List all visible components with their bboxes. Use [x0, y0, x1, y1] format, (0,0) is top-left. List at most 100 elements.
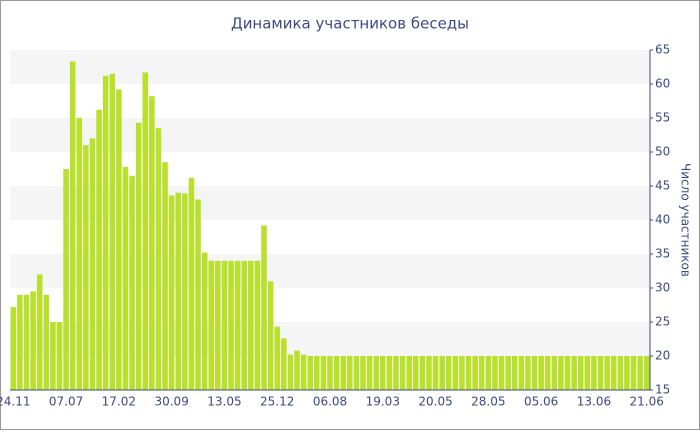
- bar: [281, 338, 287, 390]
- bar: [380, 356, 386, 390]
- bar: [637, 356, 643, 390]
- bar: [406, 356, 412, 390]
- x-tick-label: 25.12: [260, 395, 294, 409]
- bar: [485, 356, 492, 390]
- bar: [591, 356, 597, 390]
- bar: [56, 322, 63, 390]
- bar: [135, 122, 142, 390]
- y-tick-label: 25: [655, 315, 670, 329]
- y-tick-label: 45: [655, 179, 670, 193]
- bar: [419, 356, 426, 390]
- bar: [96, 109, 102, 390]
- x-tick-label: 17.02: [102, 395, 136, 409]
- bar: [122, 166, 129, 390]
- bar: [221, 260, 228, 390]
- bar: [36, 274, 43, 390]
- bar: [459, 356, 465, 390]
- bar: [228, 260, 234, 390]
- bar: [116, 89, 122, 390]
- y-tick-label: 50: [655, 145, 670, 159]
- x-tick-label: 05.06: [524, 395, 558, 409]
- chart-title: Динамика участников беседы: [231, 15, 469, 33]
- bar: [610, 356, 617, 390]
- bar: [617, 356, 624, 390]
- bar: [208, 260, 215, 390]
- bar: [597, 356, 604, 390]
- bar: [624, 356, 630, 390]
- y-tick-label: 35: [655, 247, 670, 261]
- bar: [525, 356, 531, 390]
- bar: [287, 354, 294, 390]
- x-tick-label: 28.05: [471, 395, 505, 409]
- bar: [366, 356, 373, 390]
- bar: [538, 356, 544, 390]
- bar: [294, 350, 300, 390]
- bar: [83, 145, 89, 390]
- bar: [373, 356, 379, 390]
- bar: [162, 162, 168, 390]
- y-tick-label: 65: [655, 43, 670, 57]
- bar: [248, 260, 254, 390]
- bar: [241, 260, 247, 390]
- bar: [577, 356, 584, 390]
- bar: [254, 260, 261, 390]
- bar: [531, 356, 538, 390]
- bar: [261, 225, 267, 390]
- bar: [472, 356, 478, 390]
- bar: [643, 356, 650, 390]
- bar: [155, 128, 162, 390]
- bar: [340, 356, 346, 390]
- bar: [307, 356, 313, 390]
- x-tick-label: 20.05: [418, 395, 452, 409]
- bar: [386, 356, 393, 390]
- bar: [360, 356, 366, 390]
- grid-band: [10, 50, 650, 84]
- y-tick-label: 20: [655, 349, 670, 363]
- bar: [63, 169, 69, 390]
- y-tick-label: 15: [655, 383, 670, 397]
- x-tick-label: 13.05: [207, 395, 241, 409]
- bar: [399, 356, 406, 390]
- x-tick-label: 07.07: [49, 395, 83, 409]
- bar: [439, 356, 445, 390]
- bar: [274, 326, 280, 390]
- y-tick-label: 55: [655, 111, 670, 125]
- bar: [89, 138, 96, 390]
- bar: [630, 356, 637, 390]
- x-tick-label: 24.11: [0, 395, 30, 409]
- bar: [182, 193, 188, 390]
- bar: [175, 192, 182, 390]
- bar: [432, 356, 439, 390]
- bar: [10, 307, 17, 390]
- bar: [142, 72, 149, 390]
- bar: [76, 118, 83, 390]
- bar: [544, 356, 551, 390]
- bar: [50, 322, 56, 390]
- y-tick-label: 30: [655, 281, 670, 295]
- bar: [195, 199, 201, 390]
- bar: [17, 294, 23, 390]
- bar: [511, 356, 518, 390]
- x-tick-label: 21.06: [630, 395, 664, 409]
- bar: [492, 356, 498, 390]
- bar: [478, 356, 485, 390]
- bar: [604, 356, 610, 390]
- bar: [551, 356, 558, 390]
- bar: [393, 356, 399, 390]
- x-tick-label: 06.08: [313, 395, 347, 409]
- bar: [267, 281, 274, 390]
- bar: [234, 260, 241, 390]
- bar: [327, 356, 333, 390]
- bar: [30, 291, 36, 390]
- bar: [465, 356, 472, 390]
- bar: [558, 356, 564, 390]
- bar: [353, 356, 360, 390]
- bar: [584, 356, 591, 390]
- bar: [102, 75, 109, 390]
- bar: [445, 356, 452, 390]
- x-tick-label: 19.03: [366, 395, 400, 409]
- bar: [149, 96, 155, 391]
- y-tick-label: 60: [655, 77, 670, 91]
- bar: [518, 356, 525, 390]
